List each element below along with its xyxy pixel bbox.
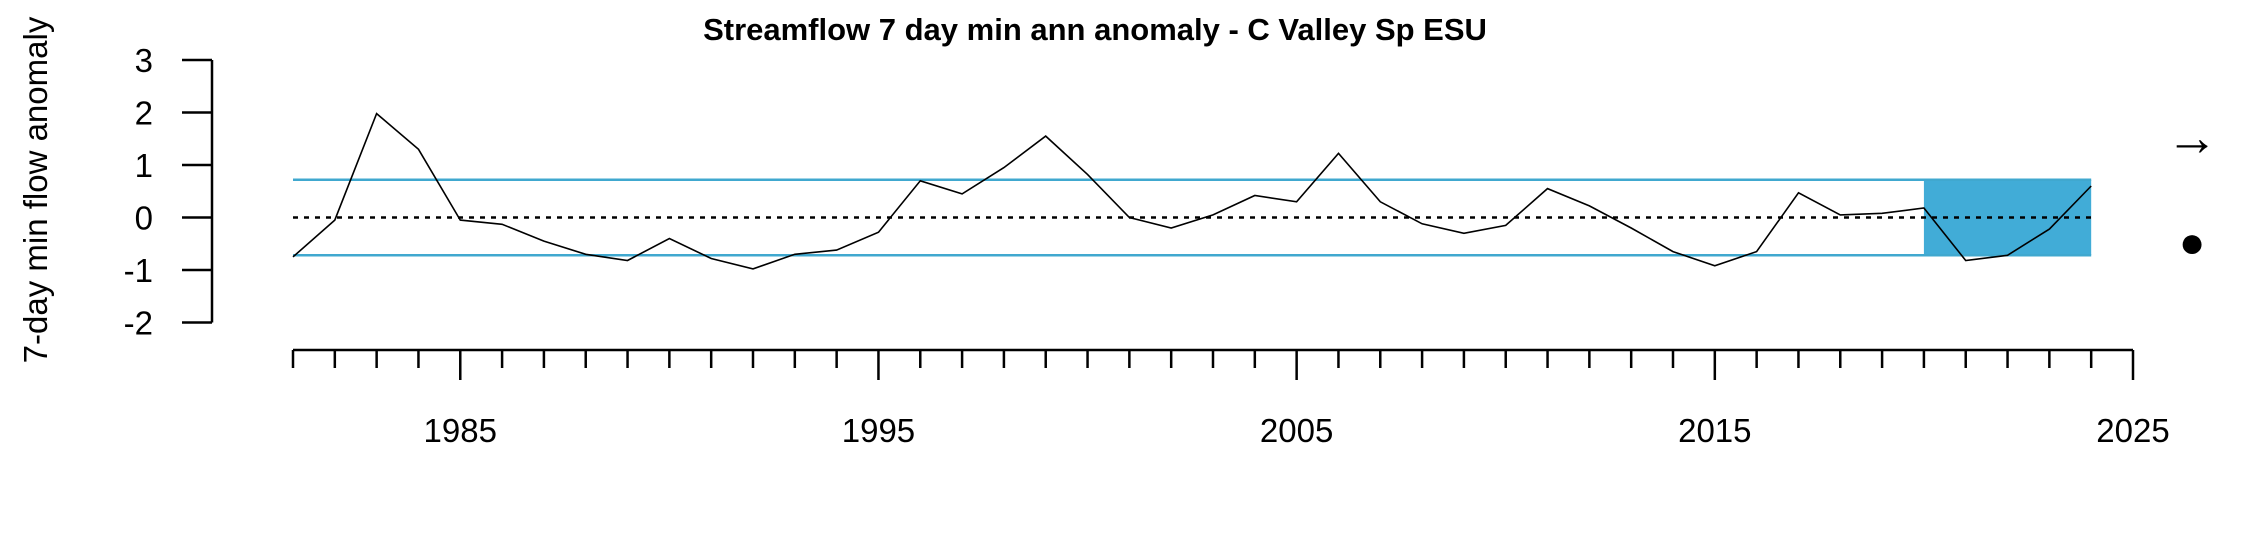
trend-arrow-icon: → [2166,109,2218,167]
x-tick-label: 1995 [842,412,915,449]
y-tick-label: 1 [135,147,153,184]
y-tick-label: -1 [124,252,153,289]
y-tick-label: 2 [135,95,153,132]
x-tick-label: 2005 [1260,412,1333,449]
chart-title: Streamflow 7 day min ann anomaly - C Val… [703,12,1487,47]
mean-dot-icon: ● [2179,218,2206,267]
y-tick-label: 3 [135,42,153,79]
x-tick-label: 2015 [1678,412,1751,449]
series-line-0 [292,112,2092,270]
x-tick-label: 2025 [2096,412,2169,449]
plot-area: 3 2 1 0 -1 -2 1985 1995 2005 2015 2025 [124,42,2170,449]
x-tick-label: 1985 [424,412,497,449]
y-tick-label: -2 [124,305,153,342]
y-axis-label: 7-day min flow anomaly [17,16,54,363]
y-tick-label: 0 [135,200,153,237]
